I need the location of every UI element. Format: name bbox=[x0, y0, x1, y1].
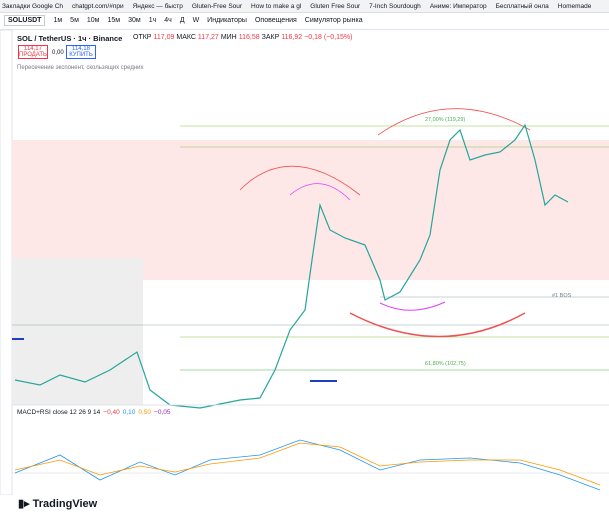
intervals: 1м 5м 10м 15м 30м 1ч 4ч Д W bbox=[53, 17, 207, 24]
buy-button[interactable]: 114,18 КУПИТЬ bbox=[66, 45, 96, 59]
ohlc-value: −0,18 (−0,15%) bbox=[304, 34, 353, 41]
ohlc-value: МИН bbox=[220, 34, 237, 41]
chart bbox=[0, 30, 609, 495]
bookmark[interactable]: Бесплатный онла bbox=[495, 2, 549, 10]
bookmark[interactable]: How to make a gl bbox=[251, 2, 302, 10]
ohlc-value: 117,09 bbox=[153, 34, 175, 41]
ohlc-value: 116,92 bbox=[281, 34, 303, 41]
interval[interactable]: Д bbox=[179, 17, 185, 24]
bookmark[interactable]: Gluten-Free Sour bbox=[191, 2, 243, 10]
bookmark[interactable]: Homemade bbox=[557, 2, 592, 10]
interval[interactable]: 30м bbox=[128, 17, 141, 24]
price-line bbox=[14, 123, 569, 409]
interval[interactable]: W bbox=[192, 17, 200, 24]
interval[interactable]: 4ч bbox=[164, 17, 172, 24]
ohlc-value: МАКС bbox=[176, 34, 196, 41]
arc bbox=[239, 165, 361, 196]
bookmark[interactable]: Gluten Free Sour bbox=[310, 2, 361, 10]
signal-line bbox=[14, 442, 601, 486]
arc bbox=[289, 183, 351, 201]
zone bbox=[12, 140, 609, 280]
chart-title: SOL / TetherUS · 1ч · Binance bbox=[17, 34, 123, 43]
bos-label: #1 BOS bbox=[552, 293, 572, 299]
bookmark[interactable]: Закладки Google Ch bbox=[2, 2, 64, 10]
indicators-button[interactable]: Индикаторы bbox=[207, 17, 247, 24]
bookmark[interactable]: Аниме: Император bbox=[429, 2, 487, 10]
macd-value: 0,50 bbox=[138, 409, 152, 416]
alerts-button[interactable]: Оповещения bbox=[254, 17, 297, 24]
ohlc-value: ОТКР bbox=[133, 34, 152, 41]
macd-value: −0,05 bbox=[154, 409, 171, 416]
macd-value: 0,10 bbox=[122, 409, 136, 416]
arc bbox=[379, 301, 446, 311]
spread: 0,00 bbox=[52, 50, 64, 56]
fib-label: 61,80% (102,75) bbox=[425, 361, 466, 367]
indicator-label: Пересечение экспонент, скользящих средни… bbox=[17, 65, 144, 71]
symbol[interactable]: SOLUSDT bbox=[4, 15, 46, 26]
interval[interactable]: 10м bbox=[86, 17, 100, 24]
macd-legend: MACD+RSI close 12 26 9 14 −0,40 0,10 0,50 −0… bbox=[17, 409, 171, 416]
ohlc: ОТКР 117,09 МАКС 117,27 МИН 116,58 ЗАКР 116,92−… bbox=[133, 34, 352, 41]
interval[interactable]: 5м bbox=[70, 17, 79, 24]
interval[interactable]: 1ч bbox=[148, 17, 157, 24]
fib-label: 27,00% (119,29) bbox=[425, 117, 466, 123]
arc bbox=[377, 108, 531, 136]
bookmark[interactable]: chatgpt.com/#при bbox=[72, 2, 124, 10]
interval[interactable]: 15м bbox=[107, 17, 121, 24]
toolbar: SOLUSDT 1м 5м 10м 15м 30м 1ч 4ч Д W Индикаторы О… bbox=[0, 12, 609, 30]
sell-button[interactable]: 114,17 ПРОДАТЬ bbox=[18, 45, 48, 59]
bookmarks-bar: Закладки Google Ch chatgpt.com/#при Яндекс… bbox=[0, 0, 609, 13]
interval[interactable]: 1м bbox=[53, 17, 63, 24]
left-toolbar bbox=[0, 30, 13, 495]
arc bbox=[349, 312, 526, 338]
ohlc-value: ЗАКР bbox=[261, 34, 280, 41]
brand: ▮▸ TradingView bbox=[18, 498, 98, 510]
macd-line bbox=[14, 439, 601, 491]
replay-button[interactable]: Симулятор рынка bbox=[304, 17, 363, 24]
bookmark[interactable]: 7-Inch Sourdough bbox=[369, 2, 421, 10]
ohlc-value: 117,27 bbox=[197, 34, 219, 41]
ohlc-value: 116,58 bbox=[238, 34, 260, 41]
bookmark[interactable]: Яндекс — быстр bbox=[132, 2, 183, 10]
macd-value: −0,40 bbox=[103, 409, 120, 416]
